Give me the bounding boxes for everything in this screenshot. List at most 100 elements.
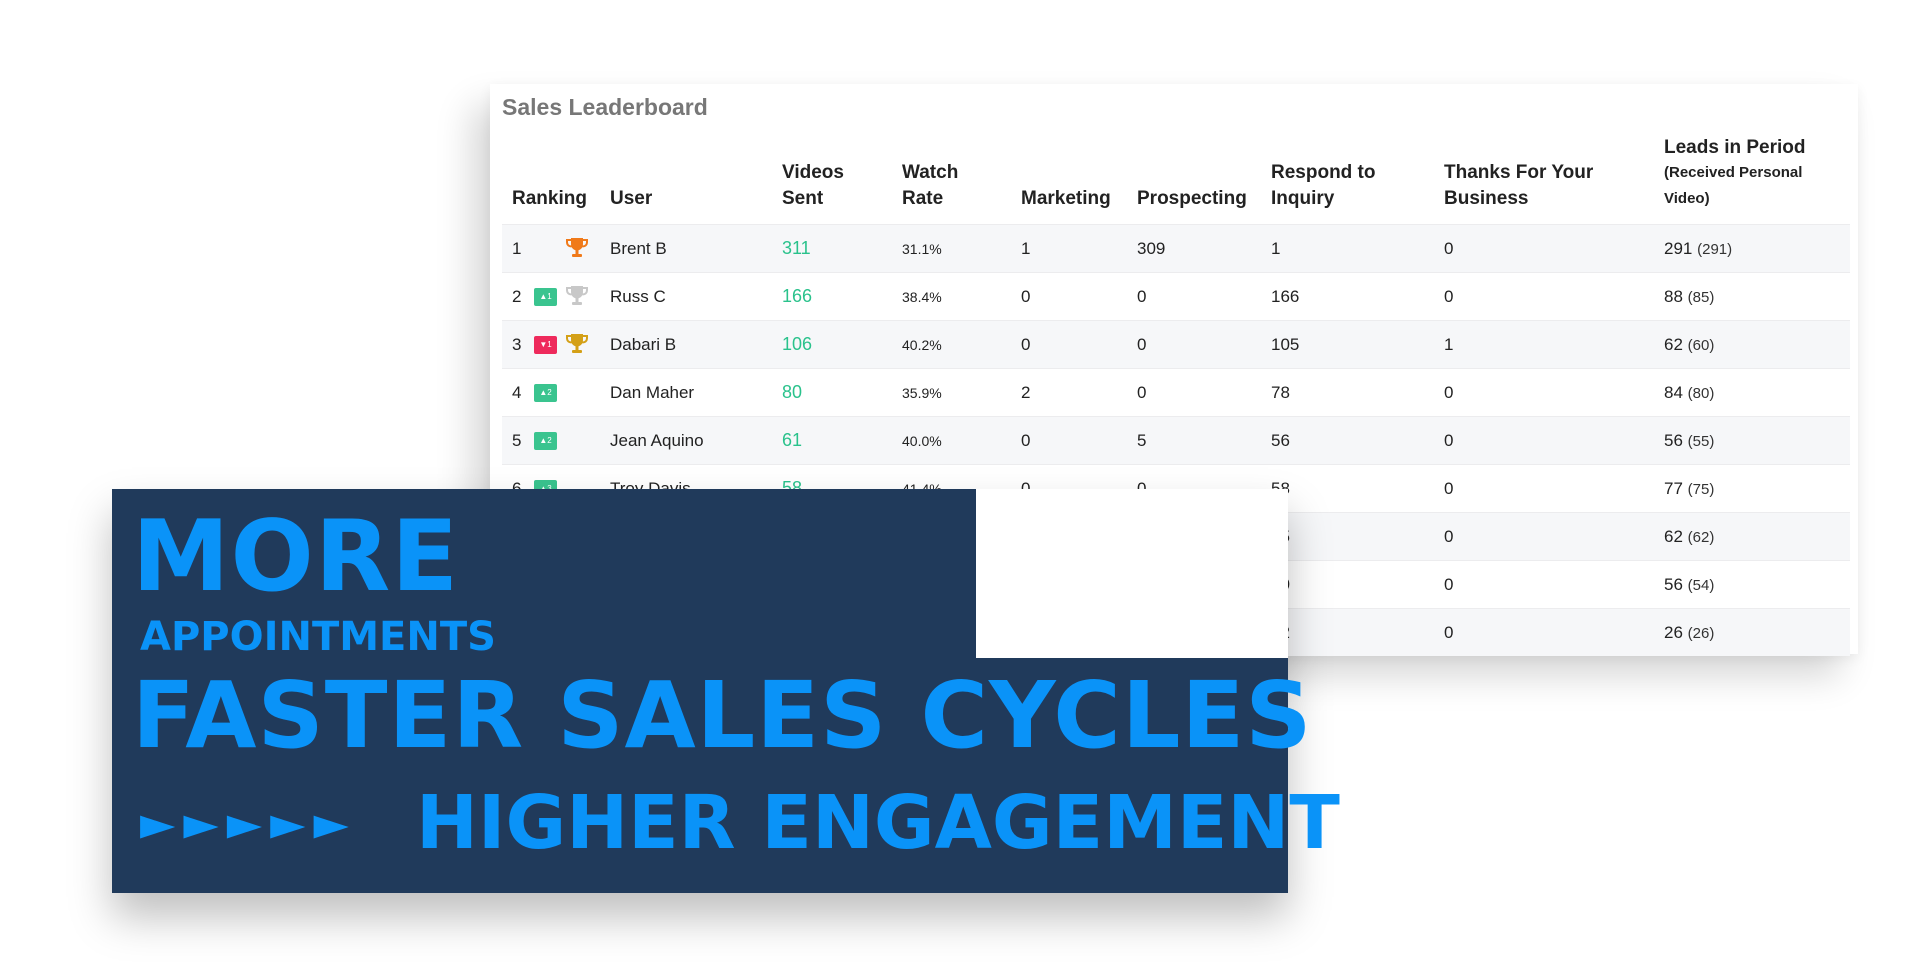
rank-number: 2 <box>512 286 522 306</box>
cell-leads: 291 (291) <box>1654 224 1850 273</box>
leads-value: 291 <box>1664 238 1693 258</box>
col-header-user[interactable]: User <box>610 188 653 209</box>
cell-user[interactable]: Russ C <box>600 272 772 321</box>
trophy-silver-icon <box>566 286 588 305</box>
leads-value: 84 <box>1664 382 1683 402</box>
trophy-bronze-icon <box>566 238 588 257</box>
cell-user[interactable]: Dan Maher <box>600 368 772 417</box>
cell-marketing: 2 <box>1011 368 1127 417</box>
cell-thanks: 0 <box>1434 512 1654 561</box>
cell-respond: 105 <box>1261 320 1434 369</box>
cell-videos-sent: 80 <box>772 368 892 417</box>
rank-number: 4 <box>512 382 522 402</box>
cell-thanks: 0 <box>1434 464 1654 513</box>
cell-watch-rate: 31.1% <box>892 224 1011 273</box>
leads-value: 62 <box>1664 334 1683 354</box>
leads-value: 56 <box>1664 430 1683 450</box>
trophy-gold-icon <box>566 334 588 353</box>
cell-watch-rate: 35.9% <box>892 368 1011 417</box>
leads-value: 62 <box>1664 526 1683 546</box>
table-row[interactable]: 3 ▼1 Dabari B 106 40.2% 0 0 105 1 62 (60) <box>502 320 1850 369</box>
col-header-thanks[interactable]: Thanks For Your Business <box>1444 162 1594 209</box>
cell-marketing: 1 <box>1011 224 1127 273</box>
cell-leads: 26 (26) <box>1654 608 1850 656</box>
cell-thanks: 0 <box>1434 368 1654 417</box>
cell-leads: 88 (85) <box>1654 272 1850 321</box>
cell-thanks: 0 <box>1434 608 1654 656</box>
cell-prospecting: 0 <box>1127 368 1261 417</box>
leads-value: 88 <box>1664 286 1683 306</box>
rank-change-badge: ▲1 <box>534 288 557 307</box>
col-header-ranking[interactable]: Ranking <box>512 188 587 209</box>
leads-received: (85) <box>1687 288 1715 306</box>
cell-leads: 77 (75) <box>1654 464 1850 513</box>
col-header-leads[interactable]: Leads in Period (Received Personal Video) <box>1664 137 1806 207</box>
cell-marketing: 0 <box>1011 272 1127 321</box>
table-row[interactable]: 1 Brent B 311 31.1% 1 309 1 0 291 (291) <box>502 224 1850 273</box>
leads-received: (80) <box>1687 384 1715 402</box>
cell-thanks: 0 <box>1434 416 1654 465</box>
leads-value: 26 <box>1664 622 1683 642</box>
cell-videos-sent: 61 <box>772 416 892 465</box>
col-header-respond[interactable]: Respond to Inquiry <box>1271 162 1376 209</box>
cell-user[interactable]: Dabari B <box>600 320 772 369</box>
cell-thanks: 0 <box>1434 224 1654 273</box>
cell-thanks: 0 <box>1434 560 1654 609</box>
leads-value: 56 <box>1664 574 1683 594</box>
cell-marketing: 0 <box>1011 416 1127 465</box>
rank-change-badge: ▼1 <box>534 336 557 355</box>
cell-respond: 166 <box>1261 272 1434 321</box>
banner-cutout <box>976 489 1288 658</box>
cell-leads: 56 (54) <box>1654 560 1850 609</box>
cell-prospecting: 5 <box>1127 416 1261 465</box>
banner-line-higher-engagement: HIGHER ENGAGEMENT <box>416 780 1340 866</box>
cell-watch-rate: 38.4% <box>892 272 1011 321</box>
cell-user[interactable]: Brent B <box>600 224 772 273</box>
col-header-prospecting[interactable]: Prospecting <box>1137 188 1247 209</box>
cell-ranking: 1 <box>502 224 600 273</box>
cell-prospecting: 0 <box>1127 320 1261 369</box>
cell-ranking: 2 ▲1 <box>502 272 600 321</box>
leads-received: (54) <box>1687 576 1715 594</box>
rank-change-badge: ▲2 <box>534 432 557 451</box>
cell-ranking: 5 ▲2 <box>502 416 600 465</box>
cell-watch-rate: 40.2% <box>892 320 1011 369</box>
leads-value: 77 <box>1664 478 1683 498</box>
cell-respond: 55 <box>1261 512 1434 561</box>
leads-received: (291) <box>1697 240 1733 258</box>
cell-respond: 56 <box>1261 416 1434 465</box>
cell-prospecting: 0 <box>1127 272 1261 321</box>
cell-user[interactable]: Jean Aquino <box>600 416 772 465</box>
card-title: Sales Leaderboard <box>502 94 708 120</box>
cell-ranking: 3 ▼1 <box>502 320 600 369</box>
col-header-videos-sent[interactable]: Videos Sent <box>782 162 844 209</box>
leads-received: (75) <box>1687 480 1715 498</box>
promo-banner: MORE APPOINTMENTS FASTER SALES CYCLES ►►… <box>112 489 1340 893</box>
cell-respond: 40 <box>1261 560 1434 609</box>
cell-videos-sent: 166 <box>772 272 892 321</box>
rank-change-badge: ▲2 <box>534 384 557 403</box>
rank-number: 1 <box>512 238 522 258</box>
leads-received: (62) <box>1687 528 1715 546</box>
col-header-watch-rate[interactable]: Watch Rate <box>902 162 959 209</box>
leads-received: (55) <box>1687 432 1715 450</box>
table-row[interactable]: 2 ▲1 Russ C 166 38.4% 0 0 166 0 88 (85) <box>502 272 1850 321</box>
cell-videos-sent: 106 <box>772 320 892 369</box>
rank-number: 5 <box>512 430 522 450</box>
col-header-marketing[interactable]: Marketing <box>1021 188 1111 209</box>
cell-leads: 62 (62) <box>1654 512 1850 561</box>
cell-thanks: 0 <box>1434 272 1654 321</box>
cell-leads: 56 (55) <box>1654 416 1850 465</box>
cell-thanks: 1 <box>1434 320 1654 369</box>
rank-number: 6 <box>512 478 522 498</box>
arrow-right-icons: ►►►►► <box>140 796 357 850</box>
leads-received: (26) <box>1687 624 1715 642</box>
table-row[interactable]: 4 ▲2 Dan Maher 80 35.9% 2 0 78 0 84 (80) <box>502 368 1850 417</box>
cell-leads: 84 (80) <box>1654 368 1850 417</box>
rank-number: 3 <box>512 334 522 354</box>
table-header-row: Ranking User Videos Sent Watch Rate Market… <box>502 136 1850 225</box>
cell-prospecting: 309 <box>1127 224 1261 273</box>
banner-line-appointments: APPOINTMENTS <box>140 614 496 660</box>
table-row[interactable]: 5 ▲2 Jean Aquino 61 40.0% 0 5 56 0 56 (55) <box>502 416 1850 465</box>
cell-watch-rate: 40.0% <box>892 416 1011 465</box>
